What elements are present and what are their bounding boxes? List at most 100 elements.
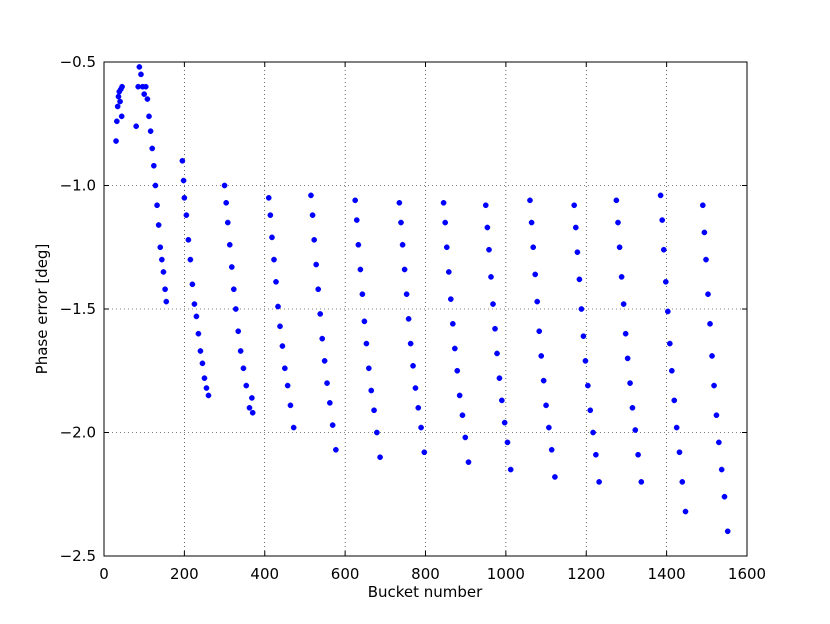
point bbox=[249, 409, 256, 416]
point bbox=[313, 261, 320, 268]
point bbox=[576, 276, 583, 283]
point bbox=[701, 229, 708, 236]
point bbox=[141, 91, 148, 97]
point bbox=[333, 446, 339, 453]
point bbox=[146, 113, 152, 120]
x-tick-label: 400 bbox=[250, 565, 279, 583]
point bbox=[405, 316, 412, 322]
point bbox=[353, 217, 360, 223]
point bbox=[319, 335, 326, 342]
point bbox=[321, 358, 328, 364]
point bbox=[638, 479, 645, 485]
point bbox=[308, 192, 314, 199]
point bbox=[159, 256, 165, 263]
point bbox=[490, 301, 496, 307]
point bbox=[232, 306, 239, 312]
point bbox=[138, 71, 144, 78]
point bbox=[275, 303, 281, 310]
point bbox=[133, 123, 139, 130]
point bbox=[235, 328, 242, 335]
point bbox=[532, 271, 539, 278]
point bbox=[713, 412, 720, 419]
point bbox=[494, 350, 500, 357]
point bbox=[365, 365, 372, 372]
point bbox=[223, 199, 230, 206]
point bbox=[590, 429, 596, 436]
point bbox=[374, 429, 380, 436]
point bbox=[228, 264, 235, 270]
point bbox=[403, 291, 410, 298]
point bbox=[572, 224, 579, 231]
point bbox=[546, 424, 552, 431]
point bbox=[666, 340, 673, 347]
point bbox=[147, 128, 154, 135]
point bbox=[162, 286, 168, 293]
point bbox=[707, 320, 713, 327]
point bbox=[486, 246, 492, 253]
point bbox=[504, 439, 511, 446]
point bbox=[279, 343, 286, 349]
point bbox=[415, 404, 422, 411]
point bbox=[163, 298, 170, 305]
point bbox=[660, 246, 667, 253]
y-tick-label: −2.0 bbox=[60, 424, 96, 442]
point bbox=[224, 219, 231, 226]
point bbox=[543, 402, 549, 409]
point bbox=[552, 474, 558, 480]
point bbox=[528, 219, 535, 226]
point bbox=[540, 377, 547, 384]
point bbox=[620, 301, 627, 307]
x-tick-label: 0 bbox=[99, 565, 109, 583]
x-tick-label: 800 bbox=[411, 565, 440, 583]
point bbox=[534, 298, 541, 305]
point bbox=[377, 454, 383, 461]
point bbox=[671, 397, 678, 404]
point bbox=[676, 449, 683, 456]
point bbox=[114, 103, 121, 110]
point bbox=[324, 380, 330, 386]
point bbox=[410, 362, 416, 369]
point bbox=[418, 424, 424, 431]
point bbox=[181, 195, 188, 201]
point bbox=[363, 340, 370, 347]
point bbox=[118, 113, 125, 120]
point bbox=[613, 197, 620, 204]
point bbox=[668, 367, 675, 374]
point bbox=[679, 479, 686, 485]
point bbox=[445, 269, 452, 275]
point bbox=[499, 397, 505, 404]
point bbox=[277, 323, 283, 330]
point bbox=[180, 177, 187, 184]
point bbox=[578, 306, 585, 312]
x-tick-label: 1200 bbox=[567, 565, 605, 583]
point bbox=[401, 266, 408, 273]
point bbox=[703, 256, 709, 263]
point bbox=[113, 138, 119, 144]
point bbox=[273, 278, 279, 285]
point bbox=[548, 446, 555, 453]
point bbox=[154, 202, 160, 209]
point bbox=[115, 93, 122, 100]
point bbox=[142, 83, 149, 90]
point bbox=[596, 479, 602, 485]
point bbox=[246, 404, 253, 411]
y-tick-label: −1.0 bbox=[60, 177, 96, 195]
point bbox=[421, 449, 428, 456]
y-axis-label: Phase error [deg] bbox=[33, 244, 51, 375]
point bbox=[183, 212, 190, 218]
point bbox=[179, 157, 186, 164]
point bbox=[311, 236, 318, 243]
point bbox=[197, 348, 204, 354]
point bbox=[315, 286, 322, 293]
point bbox=[593, 451, 599, 458]
point bbox=[482, 202, 489, 209]
point bbox=[451, 345, 458, 352]
point bbox=[412, 385, 419, 391]
point bbox=[465, 459, 472, 465]
point bbox=[226, 241, 233, 248]
point bbox=[716, 439, 722, 446]
point bbox=[150, 162, 157, 169]
point bbox=[580, 333, 587, 340]
